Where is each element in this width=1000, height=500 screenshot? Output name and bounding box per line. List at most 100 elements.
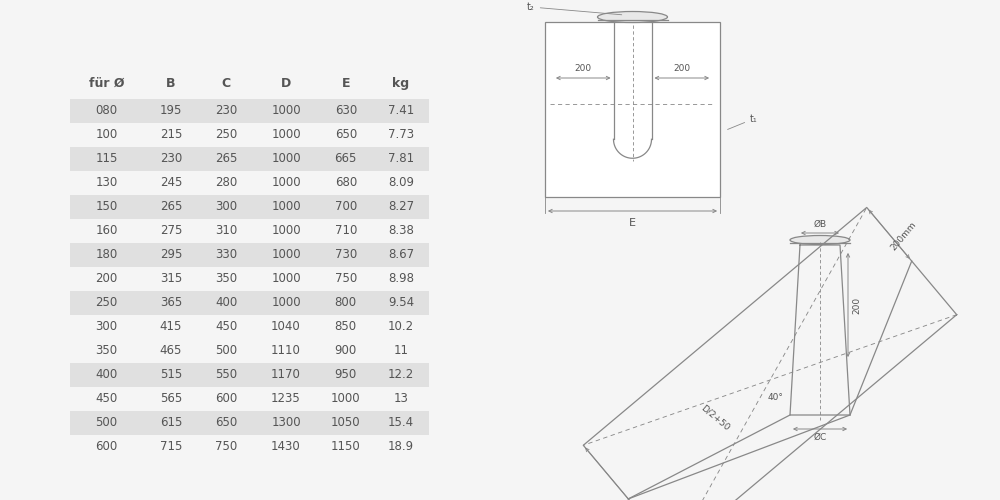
Text: 1000: 1000: [331, 392, 361, 406]
Text: 1150: 1150: [331, 440, 361, 454]
Text: 280: 280: [215, 176, 237, 190]
Text: 515: 515: [160, 368, 182, 382]
Text: 200: 200: [852, 296, 861, 314]
Text: 1000: 1000: [271, 152, 301, 166]
Text: 565: 565: [160, 392, 182, 406]
Text: 1000: 1000: [271, 248, 301, 262]
Text: 750: 750: [335, 272, 357, 285]
Text: 310: 310: [215, 224, 237, 237]
Text: 715: 715: [160, 440, 182, 454]
Text: 7.41: 7.41: [388, 104, 414, 118]
Text: ØC: ØC: [813, 433, 827, 442]
Text: 8.38: 8.38: [388, 224, 414, 237]
Text: 200: 200: [575, 64, 592, 73]
Text: 665: 665: [335, 152, 357, 166]
Text: 15.4: 15.4: [388, 416, 414, 430]
Text: D/2+50: D/2+50: [699, 404, 731, 432]
Text: 650: 650: [335, 128, 357, 141]
FancyBboxPatch shape: [70, 99, 429, 123]
FancyBboxPatch shape: [70, 363, 429, 387]
Text: 350: 350: [96, 344, 118, 358]
Text: 730: 730: [335, 248, 357, 262]
Text: 350: 350: [215, 272, 237, 285]
Text: t₁: t₁: [728, 114, 758, 130]
Text: 200: 200: [95, 272, 118, 285]
Text: D: D: [281, 76, 291, 90]
Text: 130: 130: [95, 176, 118, 190]
FancyBboxPatch shape: [70, 411, 429, 435]
Text: 1000: 1000: [271, 176, 301, 190]
Text: 8.09: 8.09: [388, 176, 414, 190]
Text: 750: 750: [215, 440, 237, 454]
Text: 250: 250: [95, 296, 118, 310]
Text: 230: 230: [160, 152, 182, 166]
Text: 275: 275: [160, 224, 182, 237]
Text: 265: 265: [160, 200, 182, 213]
Text: B: B: [166, 76, 176, 90]
Text: 8.27: 8.27: [388, 200, 414, 213]
Ellipse shape: [598, 12, 668, 22]
Text: 450: 450: [95, 392, 118, 406]
Text: 1000: 1000: [271, 128, 301, 141]
Text: 330: 330: [215, 248, 237, 262]
Text: 11: 11: [394, 344, 409, 358]
Text: 8.98: 8.98: [388, 272, 414, 285]
Text: 465: 465: [160, 344, 182, 358]
Text: 300: 300: [215, 200, 237, 213]
Text: 800: 800: [335, 296, 357, 310]
Text: 215: 215: [160, 128, 182, 141]
Text: 300: 300: [96, 320, 118, 334]
Text: 080: 080: [96, 104, 118, 118]
Text: 18.9: 18.9: [388, 440, 414, 454]
FancyBboxPatch shape: [70, 195, 429, 219]
Text: 600: 600: [95, 440, 118, 454]
Text: 150: 150: [95, 200, 118, 213]
Text: E: E: [629, 218, 636, 228]
Text: 1000: 1000: [271, 224, 301, 237]
Text: D: D: [604, 498, 617, 500]
Text: 400: 400: [215, 296, 237, 310]
Text: 295: 295: [160, 248, 182, 262]
Text: 680: 680: [335, 176, 357, 190]
Text: E: E: [342, 76, 350, 90]
Text: 900: 900: [335, 344, 357, 358]
Text: 8.67: 8.67: [388, 248, 414, 262]
Text: C: C: [222, 76, 231, 90]
Text: 250: 250: [215, 128, 237, 141]
Text: 550: 550: [215, 368, 237, 382]
Text: 600: 600: [215, 392, 237, 406]
Text: 700: 700: [335, 200, 357, 213]
Text: 950: 950: [335, 368, 357, 382]
Text: 500: 500: [96, 416, 118, 430]
Text: 230: 230: [215, 104, 237, 118]
Text: 365: 365: [160, 296, 182, 310]
Text: 1050: 1050: [331, 416, 361, 430]
Bar: [545, 22, 720, 197]
Text: 265: 265: [215, 152, 237, 166]
Text: 415: 415: [160, 320, 182, 334]
Text: 10.2: 10.2: [388, 320, 414, 334]
Text: 1000: 1000: [271, 296, 301, 310]
Text: 1000: 1000: [271, 272, 301, 285]
Text: 1170: 1170: [271, 368, 301, 382]
Text: 200mm: 200mm: [889, 220, 918, 252]
Text: 1040: 1040: [271, 320, 301, 334]
Text: 9.54: 9.54: [388, 296, 414, 310]
Text: 400: 400: [95, 368, 118, 382]
Text: 200: 200: [673, 64, 690, 73]
FancyBboxPatch shape: [70, 147, 429, 171]
Text: 615: 615: [160, 416, 182, 430]
Text: 12.2: 12.2: [388, 368, 414, 382]
Text: kg: kg: [392, 76, 410, 90]
Text: 1110: 1110: [271, 344, 301, 358]
FancyBboxPatch shape: [70, 291, 429, 315]
Text: 180: 180: [95, 248, 118, 262]
Text: 1000: 1000: [271, 104, 301, 118]
Text: 160: 160: [95, 224, 118, 237]
Ellipse shape: [790, 236, 850, 244]
Text: 1430: 1430: [271, 440, 301, 454]
Text: 630: 630: [335, 104, 357, 118]
Text: ØB: ØB: [813, 220, 827, 229]
Text: 450: 450: [215, 320, 237, 334]
Text: 100: 100: [95, 128, 118, 141]
